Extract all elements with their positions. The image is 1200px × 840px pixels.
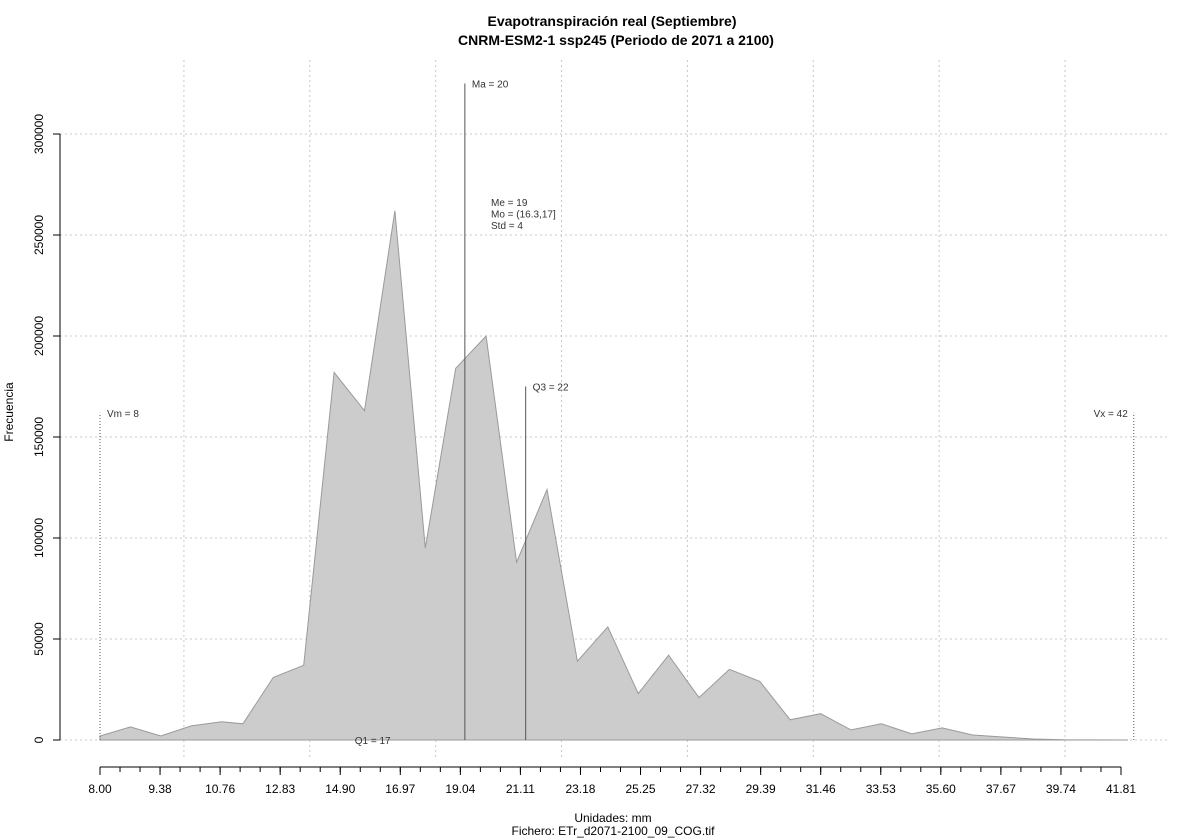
annotation-label: Q3 = 22 xyxy=(533,383,569,394)
y-tick-label: 100000 xyxy=(32,518,46,558)
x-tick-label: 39.74 xyxy=(1046,782,1076,796)
y-tick-label: 250000 xyxy=(32,215,46,255)
y-axis-label: Frecuencia xyxy=(2,382,16,442)
y-tick-label: 50000 xyxy=(32,622,46,656)
x-tick-label: 41.81 xyxy=(1106,782,1136,796)
stats-label: Std = 4 xyxy=(491,221,523,232)
chart-subtitle: CNRM-ESM2-1 ssp245 (Periodo de 2071 a 21… xyxy=(458,32,774,48)
area-series xyxy=(99,210,1129,741)
y-tick-label: 300000 xyxy=(32,114,46,154)
y-tick-label: 0 xyxy=(32,736,46,743)
x-tick-label: 37.67 xyxy=(986,782,1016,796)
area-fill xyxy=(99,210,1129,741)
x-tick-label: 29.39 xyxy=(746,782,776,796)
y-tick-label: 150000 xyxy=(32,417,46,457)
x-tick-label: 14.90 xyxy=(325,782,355,796)
x-tick-label: 19.04 xyxy=(445,782,475,796)
x-tick-label: 9.38 xyxy=(148,782,172,796)
axes: 0 50000 100000 150000 200000 250000 300000 8.00… xyxy=(32,114,1136,796)
x-tick-label: 23.18 xyxy=(565,782,595,796)
x-tick-label: 21.11 xyxy=(506,782,535,796)
q1-label: Q1 = 17 xyxy=(355,736,391,747)
stats-label: Me = 19 xyxy=(491,198,528,209)
y-tick-label: 200000 xyxy=(32,316,46,356)
x-tick-label: 33.53 xyxy=(866,782,896,796)
x-tick-label: 16.97 xyxy=(385,782,415,796)
x-tick-label: 8.00 xyxy=(88,782,112,796)
x-tick-label: 27.32 xyxy=(686,782,716,796)
annotation-lines: Vm = 8 Ma = 20 Q3 = 22 Vx = 42 Q1 = 17 Me = 1… xyxy=(99,80,1135,747)
grid-lines xyxy=(60,60,1170,760)
x-tick-label: 12.83 xyxy=(265,782,295,796)
x-tick-label: 25.25 xyxy=(626,782,656,796)
annotation-label: Ma = 20 xyxy=(472,80,509,91)
x-tick-label: 10.76 xyxy=(205,782,235,796)
x-axis-label: Unidades: mm xyxy=(574,811,651,825)
annotation-label: Vm = 8 xyxy=(107,409,139,420)
file-label: Fichero: ETr_d2071-2100_09_COG.tif xyxy=(512,824,716,838)
x-tick-label: 31.46 xyxy=(806,782,836,796)
annotation-label: Vx = 42 xyxy=(1094,409,1129,420)
chart-title: Evapotranspiración real (Septiembre) xyxy=(488,13,737,29)
stats-label: Mo = (16.3,17] xyxy=(491,210,556,221)
x-tick-label: 35.60 xyxy=(926,782,956,796)
